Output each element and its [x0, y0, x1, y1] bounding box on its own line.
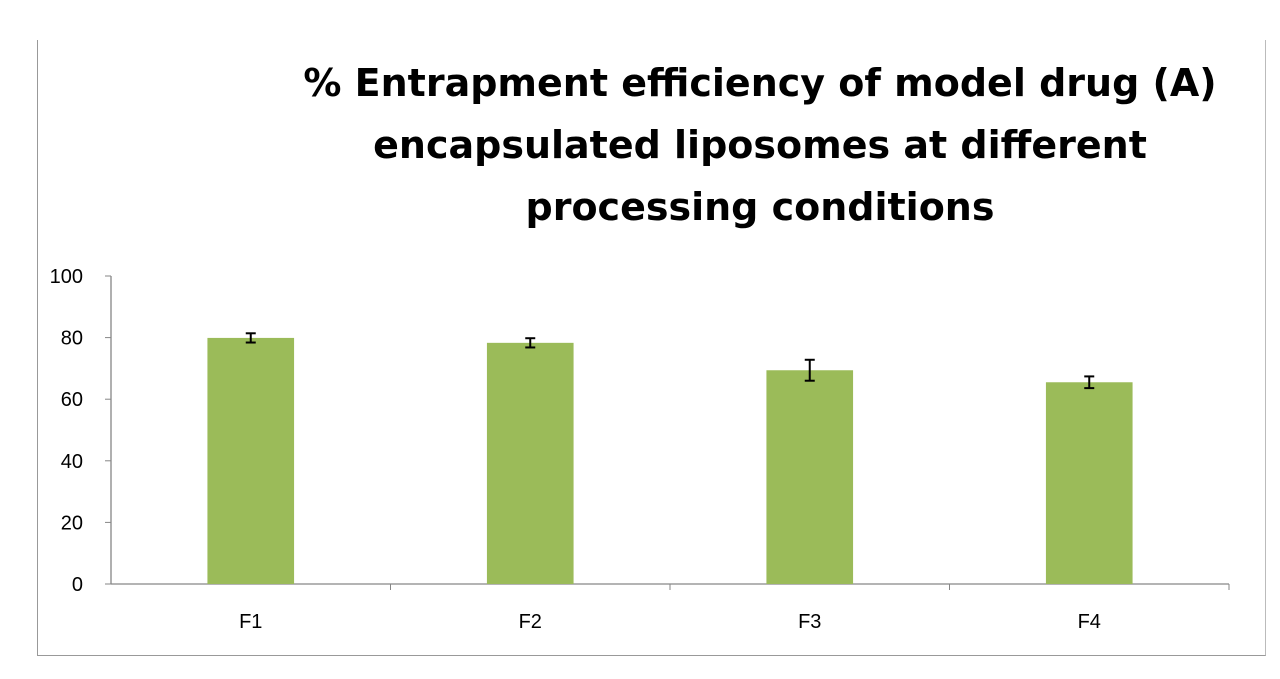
- y-tick-label: 80: [61, 328, 83, 350]
- y-tick-label: 0: [72, 574, 83, 596]
- x-tick-label: F3: [798, 611, 821, 633]
- bar-F1: [207, 337, 295, 584]
- bar-F4: [1045, 382, 1133, 584]
- bar-F3: [766, 370, 854, 584]
- title-line: processing conditions: [525, 185, 995, 229]
- title-line: encapsulated liposomes at different: [373, 123, 1147, 167]
- x-tick-label: F1: [239, 611, 262, 633]
- chart-frame: [37, 40, 1266, 656]
- y-tick-label: 100: [50, 266, 83, 288]
- title-line: % Entrapment efficiency of model drug (A…: [303, 61, 1217, 105]
- chart-title: % Entrapment efficiency of model drug (A…: [300, 52, 1220, 238]
- y-tick-label: 60: [61, 389, 83, 411]
- y-tick-label: 40: [61, 451, 83, 473]
- x-tick-label: F2: [519, 611, 542, 633]
- x-tick-label: F4: [1078, 611, 1101, 633]
- bar-F2: [486, 342, 574, 584]
- y-tick-label: 20: [61, 512, 83, 534]
